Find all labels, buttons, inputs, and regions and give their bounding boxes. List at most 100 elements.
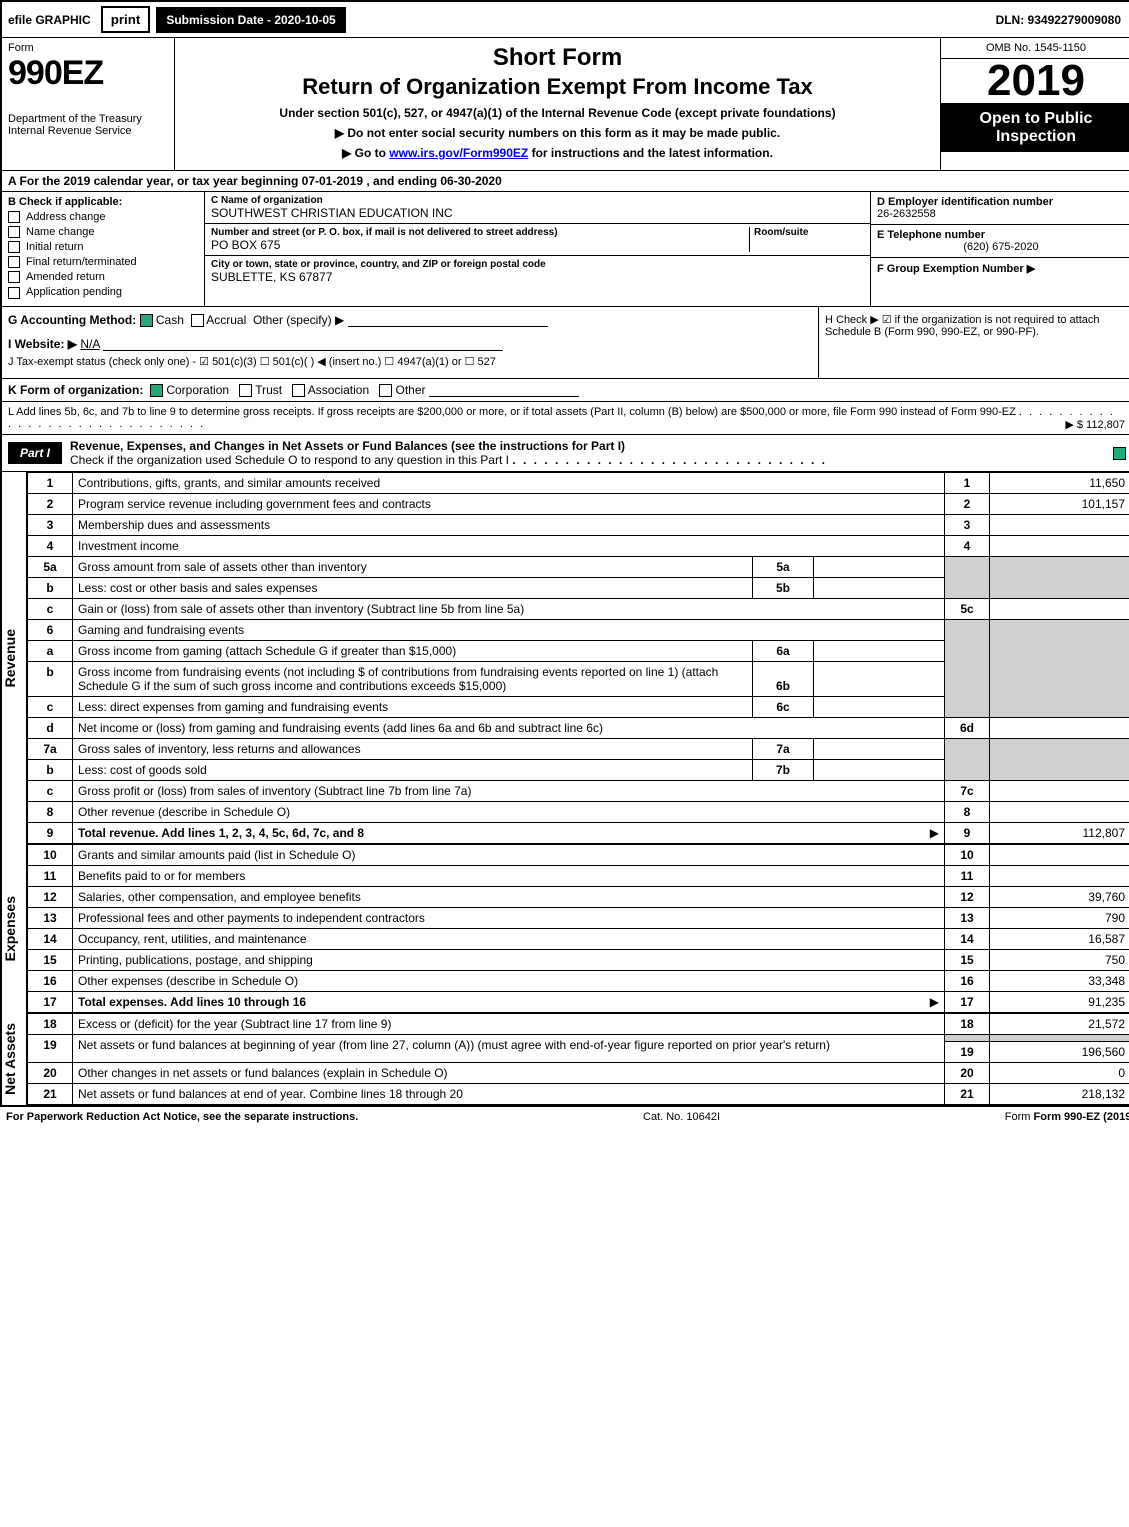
chk-cash[interactable]: [140, 314, 153, 327]
line-6c-desc: Less: direct expenses from gaming and fu…: [73, 697, 753, 717]
line-14-val: 16,587: [990, 929, 1129, 950]
part-i-header: Part I Revenue, Expenses, and Changes in…: [2, 435, 1129, 472]
page-footer: For Paperwork Reduction Act Notice, see …: [0, 1107, 1129, 1127]
print-button[interactable]: print: [101, 6, 151, 33]
form-number: 990EZ: [8, 54, 168, 93]
chk-name-change[interactable]: Name change: [8, 226, 198, 238]
line-h: H Check ▶ ☑ if the organization is not r…: [818, 307, 1129, 378]
dept-irs: Internal Revenue Service: [8, 125, 168, 137]
line-k: K Form of organization: Corporation Trus…: [2, 379, 1129, 402]
line-5a-desc: Gross amount from sale of assets other t…: [73, 557, 753, 577]
section-b-title: B Check if applicable:: [8, 196, 198, 208]
revenue-section: Revenue 1Contributions, gifts, grants, a…: [2, 472, 1129, 844]
net-assets-table: 18Excess or (deficit) for the year (Subt…: [27, 1013, 1129, 1105]
chk-other-org[interactable]: [379, 384, 392, 397]
c-name-label: C Name of organization: [211, 195, 864, 206]
line-19-desc: Net assets or fund balances at beginning…: [73, 1035, 945, 1063]
line-16-val: 33,348: [990, 971, 1129, 992]
city-label: City or town, state or province, country…: [211, 259, 864, 270]
chk-amended-return[interactable]: Amended return: [8, 271, 198, 283]
line-6d-desc: Net income or (loss) from gaming and fun…: [73, 718, 945, 739]
line-4-desc: Investment income: [73, 536, 945, 557]
line-17-val: 91,235: [990, 992, 1129, 1013]
chk-corporation[interactable]: [150, 384, 163, 397]
under-section-note: Under section 501(c), 527, or 4947(a)(1)…: [181, 106, 934, 120]
revenue-side-label: Revenue: [2, 629, 26, 687]
line-j: J Tax-exempt status (check only one) - ☑…: [8, 351, 812, 372]
section-b: B Check if applicable: Address change Na…: [2, 192, 1129, 307]
line-6a-desc: Gross income from gaming (attach Schedul…: [73, 641, 753, 661]
line-11-desc: Benefits paid to or for members: [73, 866, 945, 887]
return-title: Return of Organization Exempt From Incom…: [181, 74, 934, 100]
line-g: G Accounting Method: Cash Accrual Other …: [8, 313, 812, 327]
line-2-val: 101,157: [990, 494, 1129, 515]
line-14-desc: Occupancy, rent, utilities, and maintena…: [73, 929, 945, 950]
goto-note: ▶ Go to www.irs.gov/Form990EZ for instru…: [181, 146, 934, 160]
revenue-table: 1Contributions, gifts, grants, and simil…: [27, 472, 1129, 844]
line-1-val: 11,650: [990, 473, 1129, 494]
expenses-table: 10Grants and similar amounts paid (list …: [27, 844, 1129, 1013]
part-i-check-note: Check if the organization used Schedule …: [70, 453, 509, 467]
line-2-desc: Program service revenue including govern…: [73, 494, 945, 515]
line-a: A For the 2019 calendar year, or tax yea…: [2, 171, 1129, 192]
line-7a-desc: Gross sales of inventory, less returns a…: [73, 739, 753, 759]
line-13-desc: Professional fees and other payments to …: [73, 908, 945, 929]
k-label: K Form of organization:: [8, 383, 143, 397]
short-form-title: Short Form: [181, 44, 934, 72]
chk-initial-return[interactable]: Initial return: [8, 241, 198, 253]
line-20-val: 0: [990, 1063, 1129, 1084]
phone-label: E Telephone number: [877, 229, 1125, 241]
note2-pre: ▶ Go to: [342, 146, 389, 160]
chk-address-change[interactable]: Address change: [8, 211, 198, 223]
line-5c-desc: Gain or (loss) from sale of assets other…: [73, 599, 945, 620]
chk-application-pending[interactable]: Application pending: [8, 286, 198, 298]
footer-right: Form Form 990-EZ (2019): [1005, 1111, 1129, 1123]
line-18-desc: Excess or (deficit) for the year (Subtra…: [73, 1014, 945, 1035]
ein-label: D Employer identification number: [877, 196, 1125, 208]
chk-schedule-o[interactable]: [1113, 447, 1126, 460]
chk-association[interactable]: [292, 384, 305, 397]
irs-link[interactable]: www.irs.gov/Form990EZ: [389, 146, 528, 160]
line-6b-desc: Gross income from fundraising events (no…: [73, 662, 753, 696]
tax-year: 2019: [941, 59, 1129, 104]
phone-value: (620) 675-2020: [877, 241, 1125, 253]
row-gh: G Accounting Method: Cash Accrual Other …: [2, 307, 1129, 379]
line-15-desc: Printing, publications, postage, and shi…: [73, 950, 945, 971]
line-7c-desc: Gross profit or (loss) from sales of inv…: [73, 781, 945, 802]
line-1-desc: Contributions, gifts, grants, and simila…: [73, 473, 945, 494]
street-value: PO BOX 675: [211, 238, 749, 252]
dept-treasury: Department of the Treasury: [8, 113, 168, 125]
dln-label: DLN: 93492279009080: [986, 9, 1129, 31]
line-9-desc: Total revenue. Add lines 1, 2, 3, 4, 5c,…: [73, 823, 945, 844]
ssn-warning: ▶ Do not enter social security numbers o…: [181, 126, 934, 140]
netassets-side-label: Net Assets: [2, 1023, 26, 1095]
open-to-public: Open to Public Inspection: [941, 104, 1129, 152]
line-12-desc: Salaries, other compensation, and employ…: [73, 887, 945, 908]
website-label: I Website: ▶: [8, 337, 77, 351]
form-label: Form: [8, 42, 168, 54]
part-i-tab: Part I: [8, 442, 62, 464]
line-18-val: 21,572: [990, 1014, 1129, 1035]
line-l: L Add lines 5b, 6c, and 7b to line 9 to …: [2, 402, 1129, 435]
ein-value: 26-2632558: [877, 208, 1125, 220]
line-l-amount: ▶ $ 112,807: [1065, 418, 1125, 431]
line-20-desc: Other changes in net assets or fund bala…: [73, 1063, 945, 1084]
line-13-val: 790: [990, 908, 1129, 929]
footer-cat: Cat. No. 10642I: [643, 1111, 720, 1123]
chk-final-return[interactable]: Final return/terminated: [8, 256, 198, 268]
form-page: efile GRAPHIC print Submission Date - 20…: [0, 0, 1129, 1107]
chk-trust[interactable]: [239, 384, 252, 397]
room-suite-label: Room/suite: [754, 227, 864, 238]
line-3-desc: Membership dues and assessments: [73, 515, 945, 536]
line-8-desc: Other revenue (describe in Schedule O): [73, 802, 945, 823]
submission-date: Submission Date - 2020-10-05: [156, 7, 345, 33]
line-12-val: 39,760: [990, 887, 1129, 908]
efile-label: efile GRAPHIC: [2, 13, 97, 27]
form-header: Form 990EZ Department of the Treasury In…: [2, 38, 1129, 171]
note2-post: for instructions and the latest informat…: [532, 146, 773, 160]
line-9-val: 112,807: [990, 823, 1129, 844]
line-10-desc: Grants and similar amounts paid (list in…: [73, 845, 945, 866]
part-i-title: Revenue, Expenses, and Changes in Net As…: [70, 439, 625, 453]
expenses-side-label: Expenses: [2, 896, 26, 961]
chk-accrual[interactable]: [191, 314, 204, 327]
